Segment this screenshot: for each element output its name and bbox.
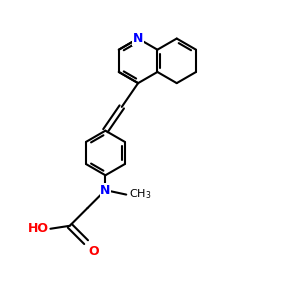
Text: O: O	[88, 244, 99, 257]
Text: N: N	[100, 184, 111, 196]
Text: HO: HO	[28, 222, 49, 235]
Text: N: N	[133, 32, 143, 45]
Text: CH$_3$: CH$_3$	[129, 187, 151, 201]
